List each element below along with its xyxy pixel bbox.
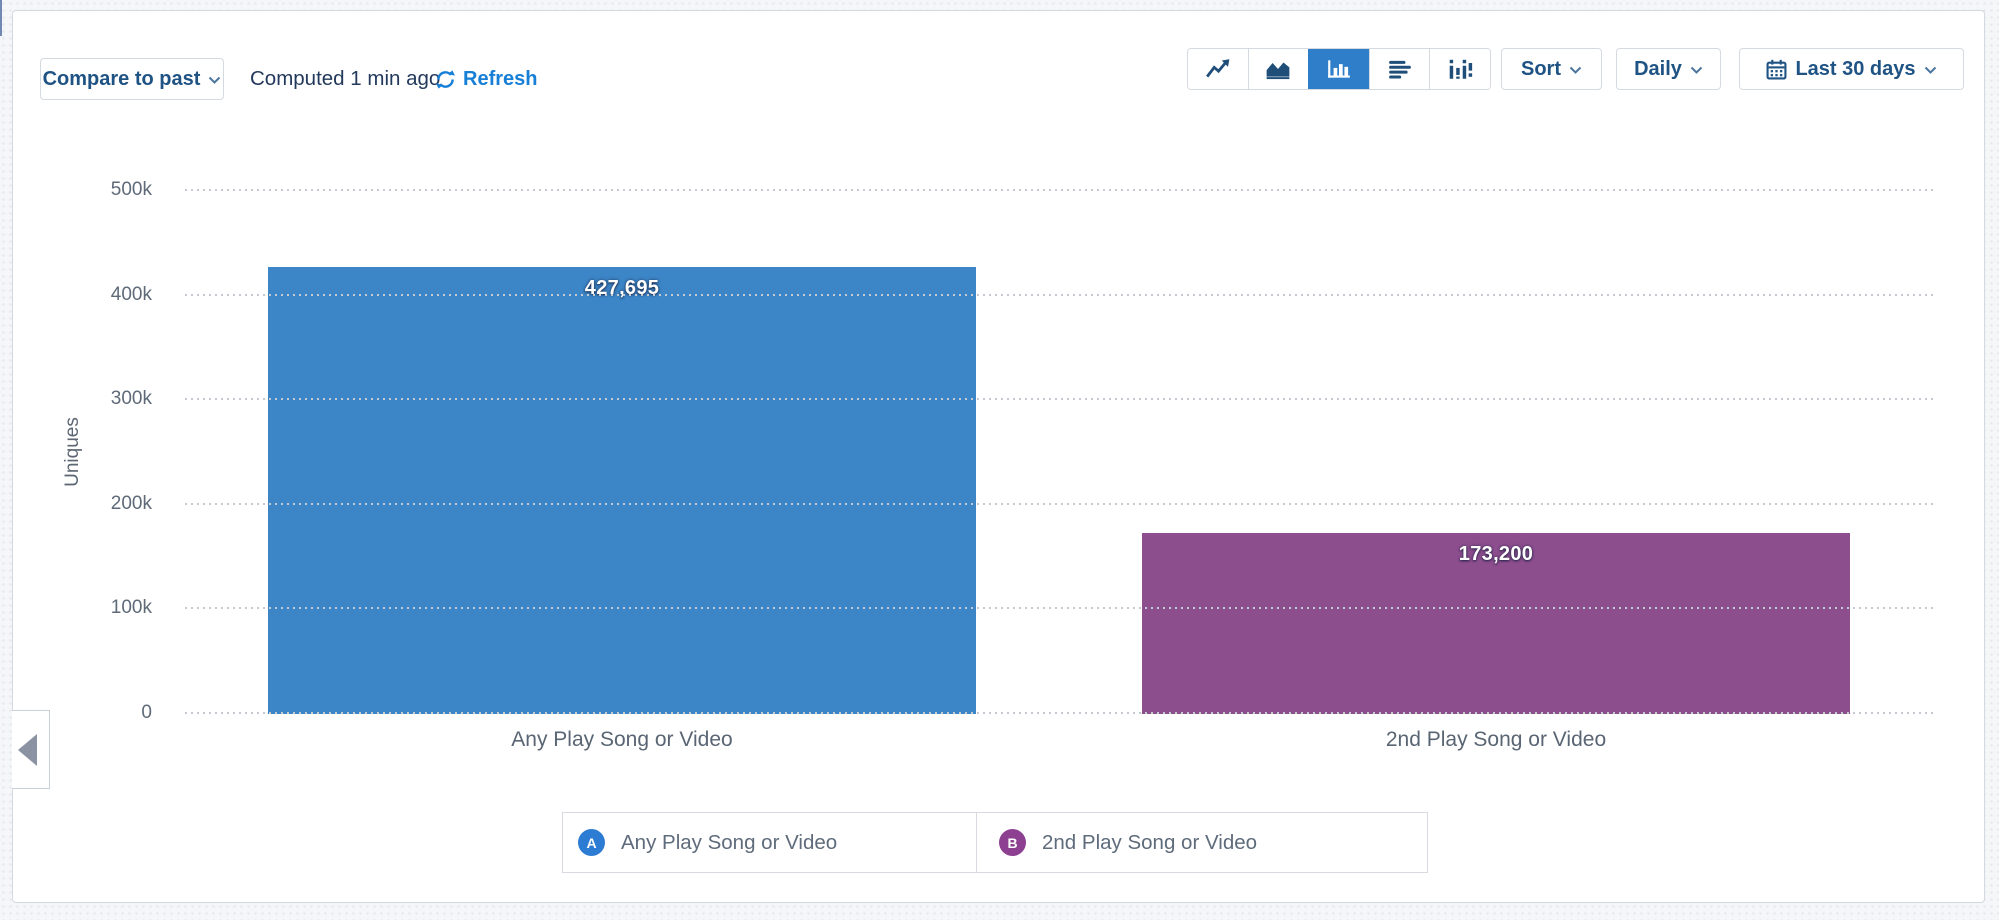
- chart-type-segmented-control: [1187, 48, 1491, 90]
- legend-item-b[interactable]: B 2nd Play Song or Video: [976, 813, 1427, 872]
- y-tick-label: 300k: [110, 388, 152, 410]
- chart-legend: A Any Play Song or Video B 2nd Play Song…: [562, 812, 1428, 873]
- sort-button[interactable]: Sort: [1501, 48, 1602, 90]
- y-tick-label: 400k: [110, 283, 152, 305]
- x-axis-label: 2nd Play Song or Video: [1385, 728, 1607, 751]
- computed-status: Computed 1 min ago: [250, 67, 441, 90]
- chart-type-horizontal-bar-button[interactable]: [1368, 49, 1430, 89]
- bar-chart-icon: [1328, 60, 1350, 78]
- x-axis-labels: Any Play Song or Video 2nd Play Song or …: [185, 728, 1933, 752]
- distribution-chart-icon: [1449, 59, 1473, 79]
- y-tick-label: 200k: [110, 492, 152, 514]
- legend-marker-a: A: [578, 829, 605, 856]
- collapse-left-icon: [18, 733, 37, 766]
- chart-type-line-button[interactable]: [1188, 49, 1248, 89]
- bar-value-label: 173,200: [1458, 542, 1534, 565]
- chevron-down-icon: [209, 76, 221, 84]
- y-tick-label: 0: [141, 702, 152, 723]
- bar-value-label: 427,695: [584, 276, 660, 299]
- refresh-label: Refresh: [463, 67, 538, 90]
- refresh-button[interactable]: Refresh: [435, 58, 537, 100]
- chevron-down-icon: [1690, 66, 1703, 74]
- interval-label: Daily: [1634, 57, 1682, 80]
- y-axis-tick-labels: 0 100k 200k 300k 400k 500k: [0, 179, 152, 723]
- calendar-icon: [1766, 59, 1787, 79]
- bar-2nd-play-song-or-video[interactable]: 173,200: [1142, 532, 1850, 714]
- bar-chart-plot-area: 427,695 173,200: [185, 189, 1933, 714]
- date-range-button[interactable]: Last 30 days: [1739, 48, 1964, 90]
- sort-label: Sort: [1521, 57, 1561, 80]
- y-tick-label: 100k: [110, 597, 152, 619]
- area-chart-icon: [1267, 62, 1290, 80]
- line-chart-icon: [1205, 59, 1230, 78]
- compare-to-past-button[interactable]: Compare to past: [40, 58, 224, 100]
- gridline: [185, 607, 1933, 610]
- bar-any-play-song-or-video[interactable]: 427,695: [268, 266, 976, 714]
- bar-slot: 427,695: [185, 191, 1059, 714]
- chevron-down-icon: [1924, 66, 1936, 74]
- y-tick-label: 500k: [110, 179, 152, 200]
- collapse-panel-button[interactable]: [12, 710, 50, 789]
- gridline: [185, 293, 1933, 296]
- legend-label: 2nd Play Song or Video: [1042, 830, 1258, 854]
- gridline: [185, 502, 1933, 505]
- interval-button[interactable]: Daily: [1616, 48, 1721, 90]
- x-axis-label: Any Play Song or Video: [511, 728, 733, 751]
- compare-to-past-label: Compare to past: [42, 67, 201, 90]
- chart-type-bar-button[interactable]: [1308, 49, 1369, 89]
- date-range-label: Last 30 days: [1795, 57, 1916, 80]
- refresh-icon: [436, 69, 455, 89]
- gridline: [185, 398, 1933, 401]
- left-edge-accent: [0, 0, 2, 36]
- chart-type-area-button[interactable]: [1247, 49, 1309, 89]
- chevron-down-icon: [1569, 66, 1582, 74]
- gridline: [185, 712, 1933, 714]
- bar-slots: 427,695 173,200: [185, 191, 1933, 714]
- chart-type-distribution-button[interactable]: [1429, 49, 1490, 89]
- gridline: [185, 189, 1933, 191]
- legend-marker-b: B: [999, 829, 1026, 856]
- horizontal-bar-chart-icon: [1388, 60, 1411, 79]
- legend-label: Any Play Song or Video: [621, 830, 838, 854]
- bar-slot: 173,200: [1059, 191, 1933, 714]
- legend-item-a[interactable]: A Any Play Song or Video: [563, 813, 976, 872]
